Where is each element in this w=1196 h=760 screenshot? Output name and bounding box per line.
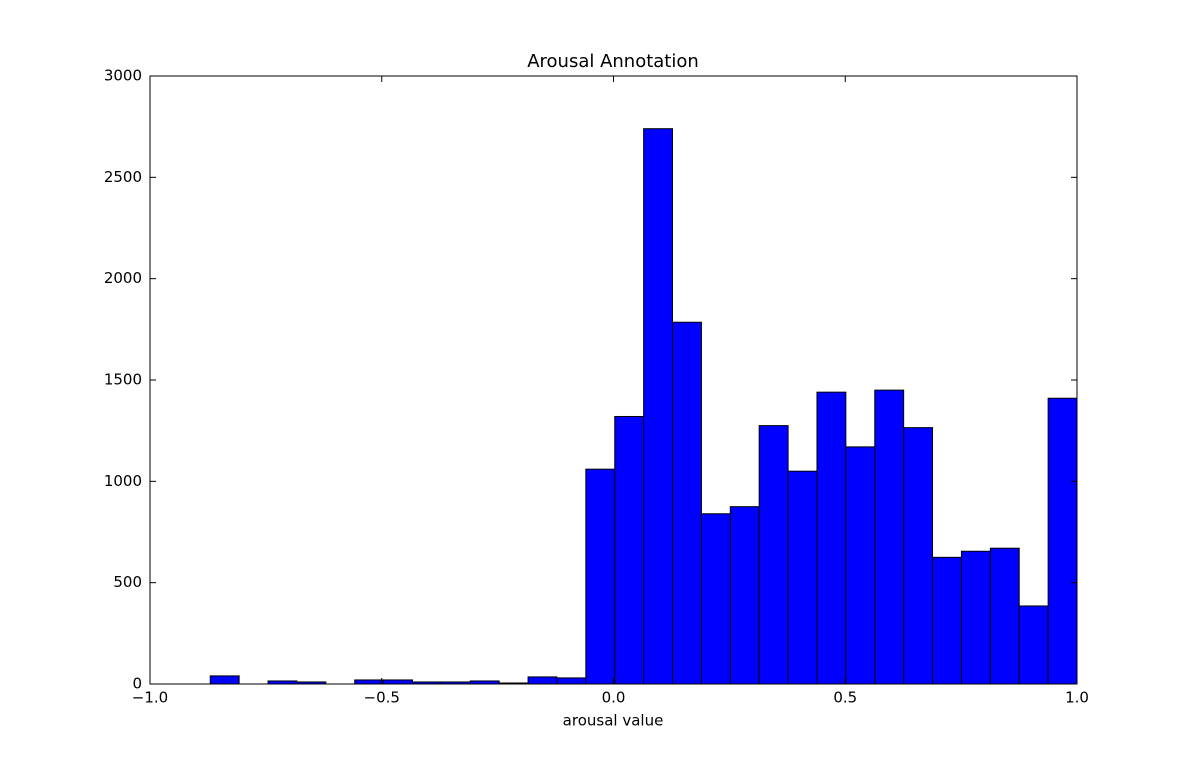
bar xyxy=(585,468,616,685)
bar xyxy=(729,506,760,685)
bar xyxy=(816,391,847,685)
bar xyxy=(989,547,1020,685)
bar xyxy=(614,415,645,685)
y-tick-label: 2500 xyxy=(104,168,142,186)
x-tick-label: 0.5 xyxy=(833,689,857,707)
bar xyxy=(874,389,905,685)
y-tick-label: 1500 xyxy=(104,371,142,389)
bar xyxy=(556,677,587,685)
bar xyxy=(1018,605,1049,685)
bar xyxy=(903,427,934,685)
bar xyxy=(209,675,240,685)
bar xyxy=(643,128,674,685)
x-tick-label: −1.0 xyxy=(132,689,168,707)
chart-title: Arousal Annotation xyxy=(527,51,699,72)
y-tick-label: 3000 xyxy=(104,67,142,85)
bar xyxy=(672,321,702,685)
y-tick-label: 1000 xyxy=(104,472,142,490)
y-tick-label: 2000 xyxy=(104,269,142,287)
bar xyxy=(354,679,385,685)
bar xyxy=(1047,397,1078,685)
x-axis-label: arousal value xyxy=(563,712,664,730)
x-tick-label: 1.0 xyxy=(1065,689,1089,707)
bar xyxy=(758,425,789,685)
bar xyxy=(845,446,876,685)
bar xyxy=(527,676,558,685)
bar xyxy=(787,470,818,685)
bar xyxy=(700,513,731,685)
bar xyxy=(932,556,962,685)
bar xyxy=(960,550,991,685)
y-tick-label: 0 xyxy=(132,675,142,693)
bar xyxy=(383,679,413,685)
y-tick-label: 500 xyxy=(113,573,142,591)
x-tick-label: 0.0 xyxy=(602,689,626,707)
x-tick-label: −0.5 xyxy=(364,689,400,707)
